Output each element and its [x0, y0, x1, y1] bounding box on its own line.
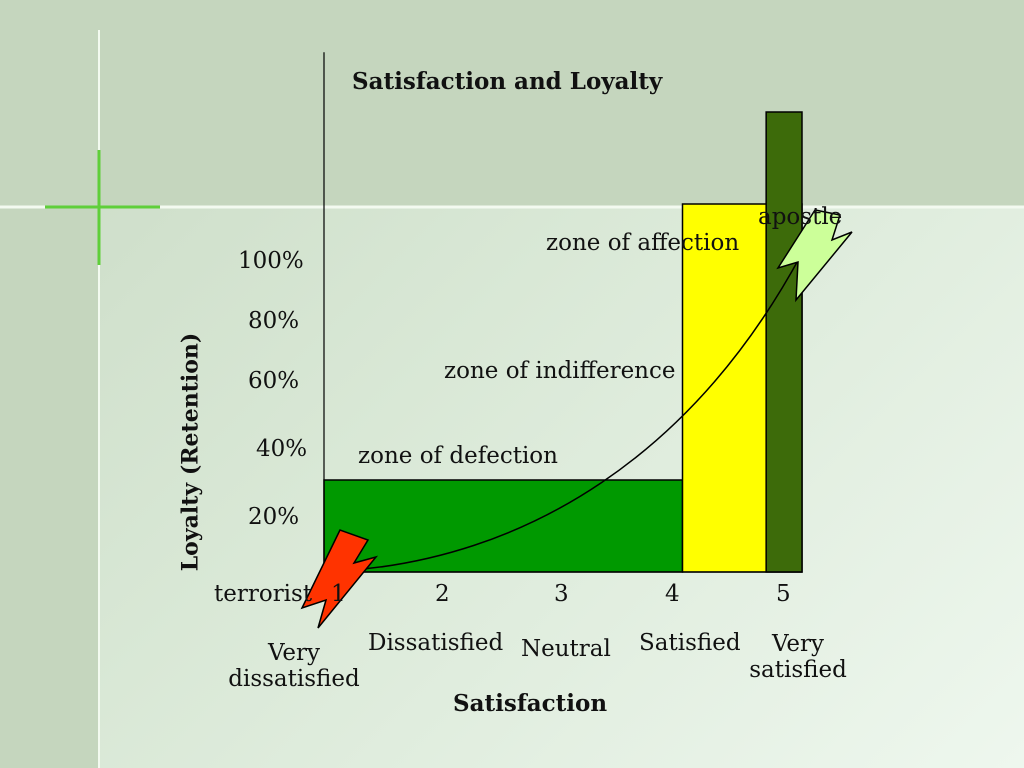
- apostle-bolt-icon: [776, 209, 853, 303]
- title-band: [0, 0, 1024, 207]
- x-tick-label: 1: [331, 581, 346, 607]
- category-label: Very dissatisfied: [228, 640, 360, 693]
- x-tick-label: 3: [554, 581, 569, 607]
- zone-defection-label: zone of defection: [358, 443, 558, 469]
- x-tick-label: 5: [776, 581, 791, 607]
- y-tick-label: 100%: [238, 248, 304, 274]
- bar: [765, 111, 803, 573]
- apostle-label: apostle: [758, 204, 843, 230]
- zone-affection-label: zone of affection: [546, 230, 740, 256]
- terrorist-label: terrorist: [214, 581, 313, 607]
- loyalty-curve: [339, 227, 816, 572]
- left-band: [0, 207, 99, 768]
- zone-indifference-label: zone of indifference: [444, 358, 676, 384]
- category-label: Neutral: [521, 636, 611, 662]
- bar: [323, 479, 684, 573]
- x-tick-label: 4: [665, 581, 680, 607]
- terrorist-bolt-icon: [300, 529, 379, 629]
- y-tick-label: 20%: [248, 504, 300, 530]
- category-label: Very satisfied: [749, 631, 847, 684]
- y-tick-label: 40%: [256, 436, 308, 462]
- category-label: Dissatisfied: [368, 630, 504, 656]
- category-label: Satisfied: [639, 630, 741, 656]
- bars-layer: [323, 111, 803, 573]
- y-tick-label: 60%: [248, 368, 300, 394]
- x-tick-label: 2: [435, 581, 450, 607]
- y-axis-label: Loyalty (Retention): [177, 332, 204, 572]
- y-tick-label: 80%: [248, 308, 300, 334]
- x-axis-label: Satisfaction: [453, 690, 608, 717]
- chart-title: Satisfaction and Loyalty: [352, 68, 663, 95]
